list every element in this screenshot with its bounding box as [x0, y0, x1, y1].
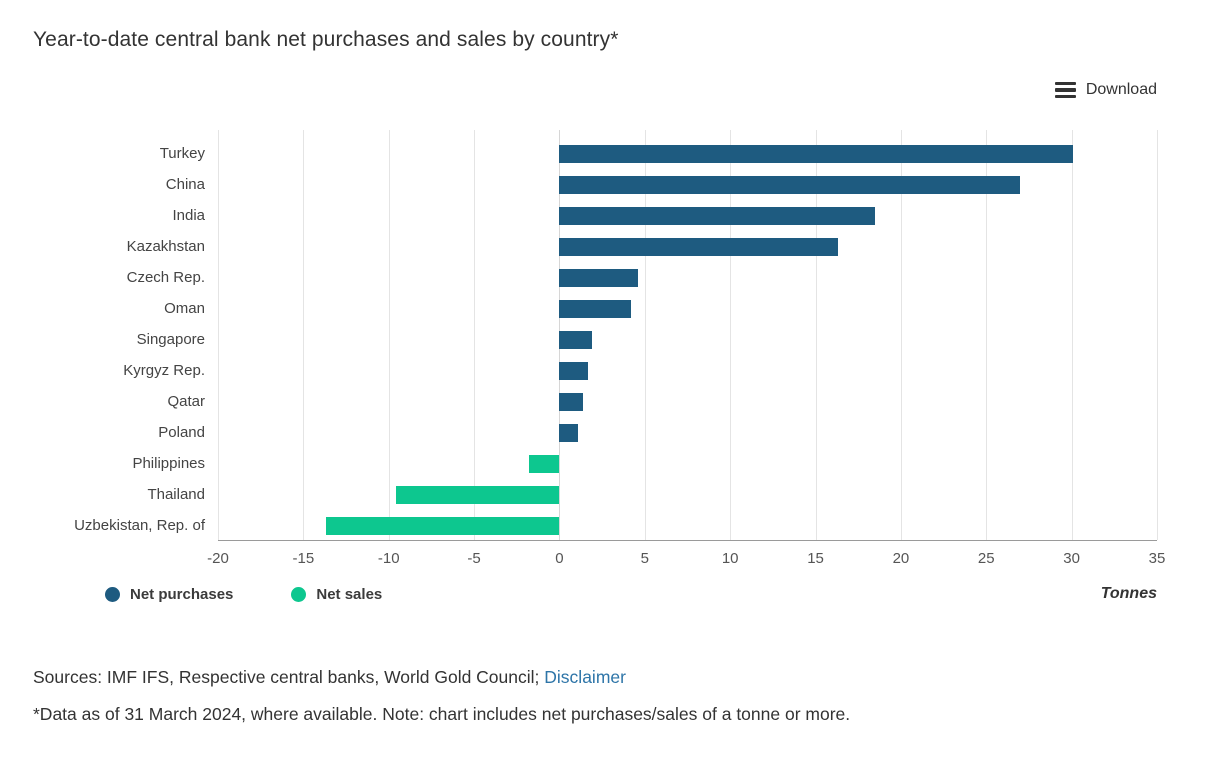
y-axis-label: Czech Rep.	[126, 269, 205, 286]
x-tick-label: -20	[207, 550, 229, 567]
bar-kyrgyz-rep[interactable]	[559, 361, 589, 380]
y-axis-label: Qatar	[167, 393, 205, 410]
gridline	[644, 130, 646, 540]
y-axis-label: Kyrgyz Rep.	[123, 362, 205, 379]
x-tick-label: -10	[377, 550, 400, 567]
download-label: Download	[1085, 81, 1157, 98]
x-tick-label: -15	[292, 550, 315, 567]
x-axis: -20 -15 -10 -5 0 5 10 15 20 25 30 35	[33, 541, 1165, 571]
download-menu-icon	[1054, 81, 1076, 99]
bar-poland[interactable]	[559, 423, 579, 442]
sources-text: Sources: IMF IFS, Respective central ban…	[33, 667, 540, 687]
y-axis-label: Oman	[164, 300, 205, 317]
bar-uzbekistan-rep-of[interactable]	[325, 516, 560, 535]
bar-oman[interactable]	[559, 299, 632, 318]
bar-kazakhstan[interactable]	[559, 237, 838, 256]
y-axis-label: China	[165, 176, 205, 193]
y-axis-label: Turkey	[159, 145, 205, 162]
x-tick-label: 15	[807, 550, 824, 567]
legend: Net purchases Net sales	[105, 586, 382, 603]
x-tick-label: 20	[892, 550, 910, 567]
bar-singapore[interactable]	[559, 330, 592, 349]
gridline	[474, 130, 476, 540]
x-tick-label: 10	[721, 550, 739, 567]
gridline	[1071, 130, 1073, 540]
download-button[interactable]: Download	[1054, 81, 1157, 99]
legend-item-net-purchases[interactable]: Net purchases	[105, 586, 233, 603]
bar-turkey[interactable]	[559, 144, 1074, 163]
legend-row: Net purchases Net sales Tonnes	[33, 585, 1157, 603]
x-axis-labels: -20 -15 -10 -5 0 5 10 15 20 25 30 35	[207, 541, 1165, 571]
disclaimer-link[interactable]: Disclaimer	[544, 667, 626, 687]
bar-india[interactable]	[559, 206, 876, 225]
footer: Sources: IMF IFS, Respective central ban…	[33, 665, 1157, 726]
x-tick-label: 25	[977, 550, 995, 567]
gridline	[815, 130, 817, 540]
y-axis-label: Philippines	[132, 455, 205, 472]
y-axis-label: Thailand	[147, 486, 205, 503]
gridline	[900, 130, 902, 540]
chart-title: Year-to-date central bank net purchases …	[33, 28, 619, 51]
gridline	[986, 130, 988, 540]
y-axis-label: Uzbekistan, Rep. of	[74, 517, 205, 534]
y-axis-label: India	[172, 207, 205, 224]
y-axis-label: Kazakhstan	[126, 238, 205, 255]
bar-philippines[interactable]	[528, 454, 560, 473]
x-tick-label: 5	[640, 550, 649, 567]
legend-label: Net sales	[316, 585, 383, 603]
gridline	[218, 130, 219, 540]
x-tick-label: 30	[1063, 550, 1080, 567]
legend-item-net-sales[interactable]: Net sales	[291, 586, 382, 603]
bar-chart: Turkey China India Kazakhstan Czech Rep. Oman…	[33, 130, 1158, 541]
bar-czech-rep[interactable]	[559, 268, 638, 287]
plot-area	[218, 130, 1158, 541]
x-tick-label: 35	[1148, 550, 1166, 567]
y-axis-label: Poland	[158, 424, 205, 441]
gridline	[1157, 130, 1158, 540]
y-axis: Turkey China India Kazakhstan Czech Rep. Oman…	[33, 138, 218, 541]
toolbar: Download	[33, 78, 1157, 102]
y-axis-label: Singapore	[136, 331, 205, 348]
gridline	[388, 130, 390, 540]
x-tick-label: 0	[555, 550, 564, 567]
x-tick-label: -5	[467, 550, 481, 567]
sources-line: Sources: IMF IFS, Respective central ban…	[33, 665, 1157, 690]
gridline	[303, 130, 305, 540]
gridline	[730, 130, 732, 540]
net-purchases-dot-icon	[105, 586, 120, 602]
legend-label: Net purchases	[130, 585, 234, 603]
bar-thailand[interactable]	[395, 485, 560, 504]
bar-qatar[interactable]	[559, 392, 584, 411]
footnote: *Data as of 31 March 2024, where availab…	[33, 703, 851, 724]
bar-china[interactable]	[559, 175, 1021, 194]
x-axis-unit-label: Tonnes	[1100, 585, 1157, 602]
net-sales-dot-icon	[291, 586, 307, 602]
